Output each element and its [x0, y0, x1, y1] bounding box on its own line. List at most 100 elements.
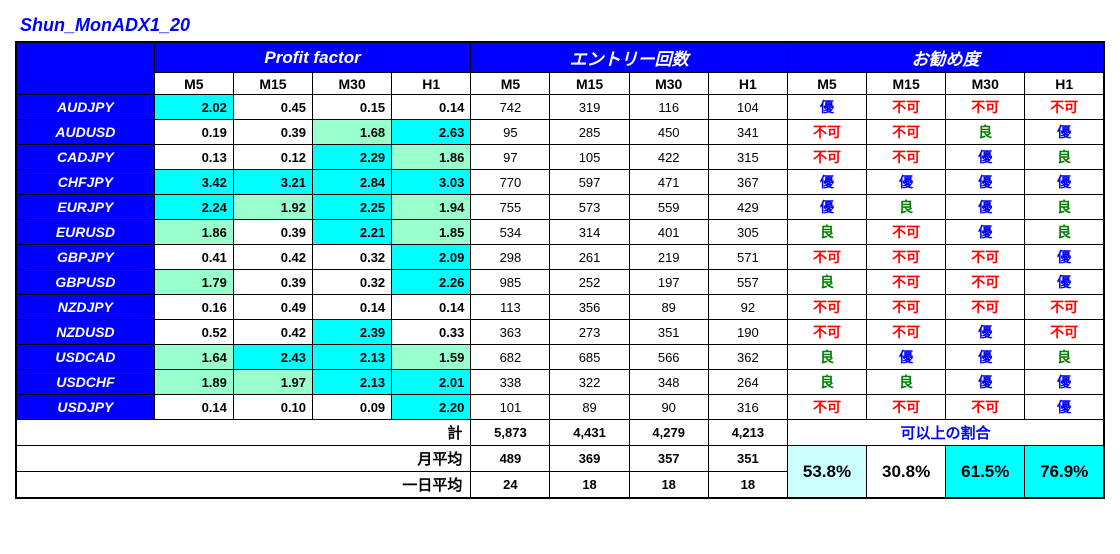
pf-cell: 2.63: [392, 120, 471, 145]
timeframe-header: M30: [629, 73, 708, 95]
ratio-label: 可以上の割合: [787, 420, 1104, 446]
entry-cell: 348: [629, 370, 708, 395]
table-row: CHFJPY3.423.212.843.03770597471367優優優優: [16, 170, 1104, 195]
pf-cell: 2.39: [313, 320, 392, 345]
rec-cell: 不可: [946, 395, 1025, 420]
entry-cell: 363: [471, 320, 550, 345]
entry-cell: 356: [550, 295, 629, 320]
pf-cell: 2.02: [154, 95, 233, 120]
entry-cell: 985: [471, 270, 550, 295]
summary-total-row: 計5,8734,4314,2794,213可以上の割合: [16, 420, 1104, 446]
entry-cell: 367: [708, 170, 787, 195]
pf-cell: 0.45: [233, 95, 312, 120]
rec-cell: 良: [867, 195, 946, 220]
timeframe-header: M15: [550, 73, 629, 95]
timeframe-header: M30: [313, 73, 392, 95]
entry-cell: 338: [471, 370, 550, 395]
entry-cell: 559: [629, 195, 708, 220]
rec-cell: 優: [946, 195, 1025, 220]
table-row: AUDJPY2.020.450.150.14742319116104優不可不可不…: [16, 95, 1104, 120]
table-row: USDCAD1.642.432.131.59682685566362良優優良: [16, 345, 1104, 370]
ratio-val: 30.8%: [867, 446, 946, 499]
table-row: GBPUSD1.790.390.322.26985252197557良不可不可優: [16, 270, 1104, 295]
summary-total-val: 4,213: [708, 420, 787, 446]
page-title: Shun_MonADX1_20: [20, 15, 1105, 36]
entry-cell: 351: [629, 320, 708, 345]
rec-cell: 優: [946, 320, 1025, 345]
entry-cell: 101: [471, 395, 550, 420]
pf-cell: 1.89: [154, 370, 233, 395]
rec-cell: 不可: [787, 245, 866, 270]
rec-cell: 良: [787, 220, 866, 245]
pf-cell: 0.09: [313, 395, 392, 420]
pair-cell: CHFJPY: [16, 170, 154, 195]
entry-cell: 261: [550, 245, 629, 270]
entry-cell: 362: [708, 345, 787, 370]
pair-cell: CADJPY: [16, 145, 154, 170]
entry-cell: 252: [550, 270, 629, 295]
pf-cell: 1.68: [313, 120, 392, 145]
pair-cell: USDCHF: [16, 370, 154, 395]
timeframe-header: M5: [471, 73, 550, 95]
pf-cell: 0.14: [392, 295, 471, 320]
entry-cell: 534: [471, 220, 550, 245]
entry-cell: 285: [550, 120, 629, 145]
rec-cell: 良: [867, 370, 946, 395]
rec-cell: 優: [946, 170, 1025, 195]
summary-label-day: 一日平均: [16, 472, 471, 499]
pf-cell: 2.09: [392, 245, 471, 270]
pair-cell: GBPUSD: [16, 270, 154, 295]
pair-cell: NZDUSD: [16, 320, 154, 345]
entry-cell: 319: [550, 95, 629, 120]
rec-cell: 不可: [867, 395, 946, 420]
table-row: NZDJPY0.160.490.140.141133568992不可不可不可不可: [16, 295, 1104, 320]
rec-cell: 良: [1025, 220, 1104, 245]
table-row: USDJPY0.140.100.092.201018990316不可不可不可優: [16, 395, 1104, 420]
section-header-entries: エントリー回数: [471, 42, 788, 73]
timeframe-header: M15: [233, 73, 312, 95]
pf-cell: 2.29: [313, 145, 392, 170]
rec-cell: 良: [787, 345, 866, 370]
entry-cell: 92: [708, 295, 787, 320]
summary-day-val: 18: [629, 472, 708, 499]
rec-cell: 不可: [787, 395, 866, 420]
summary-month-val: 351: [708, 446, 787, 472]
pf-cell: 0.32: [313, 245, 392, 270]
table-row: EURJPY2.241.922.251.94755573559429優良優良: [16, 195, 1104, 220]
pf-cell: 0.49: [233, 295, 312, 320]
pf-cell: 1.59: [392, 345, 471, 370]
pf-cell: 0.39: [233, 220, 312, 245]
timeframe-header: M30: [946, 73, 1025, 95]
pf-cell: 0.10: [233, 395, 312, 420]
table-row: EURUSD1.860.392.211.85534314401305良不可優良: [16, 220, 1104, 245]
pf-cell: 0.39: [233, 120, 312, 145]
pf-cell: 0.42: [233, 320, 312, 345]
pf-cell: 2.13: [313, 370, 392, 395]
entry-cell: 429: [708, 195, 787, 220]
ratio-val: 61.5%: [946, 446, 1025, 499]
summary-month-val: 369: [550, 446, 629, 472]
entry-cell: 315: [708, 145, 787, 170]
rec-cell: 優: [787, 170, 866, 195]
timeframe-header: H1: [708, 73, 787, 95]
entry-cell: 597: [550, 170, 629, 195]
rec-cell: 不可: [946, 295, 1025, 320]
table-head: Profit factor エントリー回数 お勧め度 M5M15M30H1M5M…: [16, 42, 1104, 95]
pf-cell: 1.94: [392, 195, 471, 220]
rec-cell: 不可: [1025, 95, 1104, 120]
pf-cell: 2.01: [392, 370, 471, 395]
entry-cell: 105: [550, 145, 629, 170]
entry-cell: 197: [629, 270, 708, 295]
pair-cell: USDJPY: [16, 395, 154, 420]
entry-cell: 298: [471, 245, 550, 270]
entry-cell: 316: [708, 395, 787, 420]
section-header-rec: お勧め度: [787, 42, 1104, 73]
rec-cell: 不可: [867, 95, 946, 120]
pf-cell: 3.03: [392, 170, 471, 195]
pf-cell: 1.85: [392, 220, 471, 245]
timeframe-header: H1: [392, 73, 471, 95]
rec-cell: 優: [1025, 120, 1104, 145]
entry-cell: 573: [550, 195, 629, 220]
rec-cell: 優: [787, 195, 866, 220]
entry-cell: 190: [708, 320, 787, 345]
